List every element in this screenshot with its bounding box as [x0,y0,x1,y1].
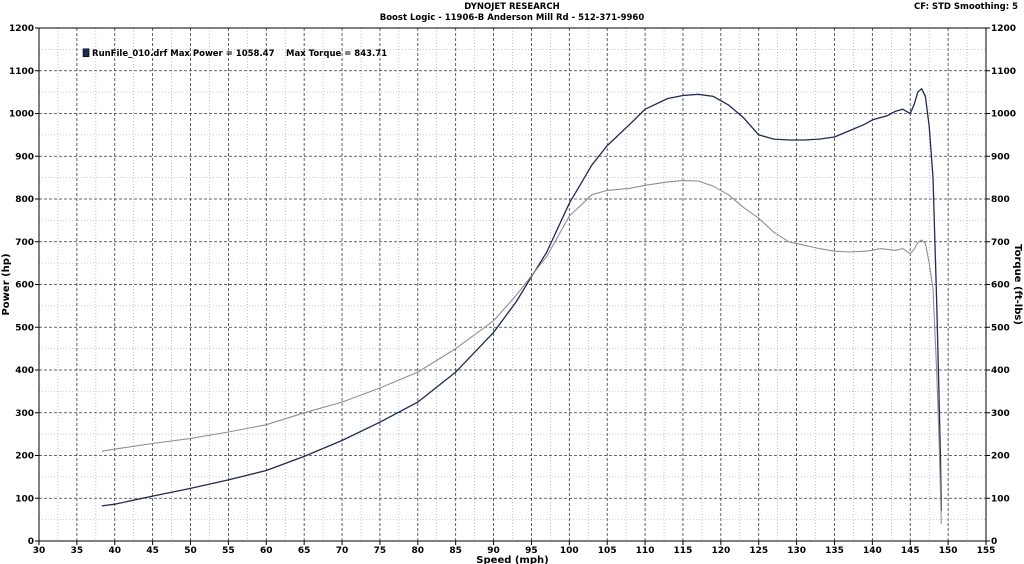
x-tick-label: 55 [222,546,235,556]
y-tick-label-right: 900 [991,152,1010,162]
y-tick-label-right: 700 [991,238,1010,248]
cf-smoothing-label: CF: STD Smoothing: 5 [914,2,1018,12]
y-tick-label-left: 200 [15,452,34,462]
y-tick-label-left: 0 [28,537,34,547]
x-tick-label: 80 [412,546,425,556]
x-tick-label: 85 [449,546,462,556]
legend-swatch [82,48,90,58]
x-tick-label: 135 [825,546,844,556]
x-tick-label: 145 [901,546,920,556]
y-tick-label-left: 400 [15,366,34,376]
x-tick-label: 45 [146,546,159,556]
y-tick-label-left: 1100 [9,67,34,77]
x-tick-label: 95 [525,546,538,556]
legend-max-torque: Max Torque = 843.71 [286,49,387,59]
x-tick-label: 35 [71,546,84,556]
x-tick-label: 100 [560,546,579,556]
x-tick-label: 150 [939,546,958,556]
y-tick-label-right: 100 [991,494,1010,504]
y-tick-label-left: 300 [15,409,34,419]
y-tick-label-left: 600 [15,281,34,291]
y-tick-label-left: 100 [15,494,34,504]
y-tick-label-left: 1200 [9,24,34,34]
y-tick-label-right: 1000 [991,110,1016,120]
x-tick-label: 125 [749,546,768,556]
y-tick-label-right: 0 [991,537,997,547]
y-axis-label-left: Power (hp) [1,253,12,315]
x-tick-label: 70 [336,546,349,556]
x-tick-label: 90 [487,546,500,556]
x-tick-label: 140 [863,546,882,556]
y-tick-label-right: 1100 [991,67,1016,77]
x-axis-label: Speed (mph) [476,555,548,564]
y-tick-label-left: 500 [15,323,34,333]
y-tick-label-left: 800 [15,195,34,205]
y-tick-label-left: 700 [15,238,34,248]
y-tick-label-left: 900 [15,152,34,162]
x-tick-label: 65 [298,546,311,556]
x-tick-label: 155 [977,546,996,556]
x-tick-label: 110 [636,546,655,556]
series-line-power [101,88,942,512]
x-tick-label: 60 [260,546,273,556]
x-tick-label: 30 [33,546,46,556]
x-tick-label: 50 [184,546,197,556]
y-tick-label-right: 400 [991,366,1010,376]
y-tick-label-right: 600 [991,281,1010,291]
x-tick-label: 105 [598,546,617,556]
x-tick-label: 115 [674,546,693,556]
chart-header-subtitle: Boost Logic - 11906-B Anderson Mill Rd -… [379,13,645,23]
y-tick-label-right: 300 [991,409,1010,419]
y-tick-label-right: 200 [991,452,1010,462]
y-axis-label-right: Torque (ft-lbs) [1012,244,1023,325]
x-tick-label: 120 [711,546,730,556]
series-line-torque [101,180,942,524]
y-tick-label-left: 1000 [9,110,34,120]
legend-run-file: RunFile_010.drf Max Power = 1058.47 [92,49,275,59]
chart-header-title: DYNOJET RESEARCH [464,2,560,12]
y-tick-label-right: 1200 [991,24,1016,34]
x-tick-label: 130 [787,546,806,556]
y-tick-label-right: 800 [991,195,1010,205]
y-tick-label-right: 500 [991,323,1010,333]
x-tick-label: 40 [108,546,121,556]
x-tick-label: 75 [374,546,387,556]
